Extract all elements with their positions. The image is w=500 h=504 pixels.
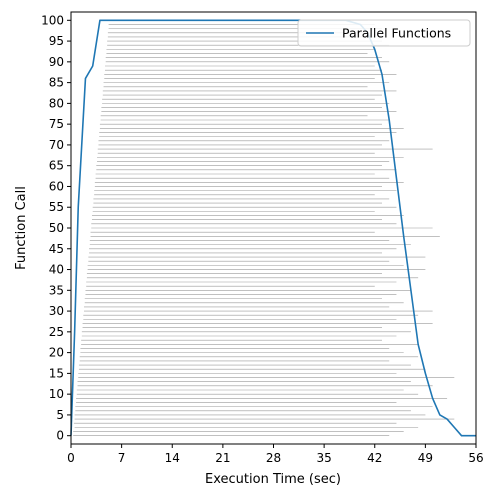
y-tick-label: 5 <box>56 408 64 422</box>
y-tick-label: 10 <box>49 387 64 401</box>
x-tick-label: 35 <box>316 451 331 465</box>
axis-ticks: 0 7 14 21 28 35 42 49 56 0 5 10 15 20 25 30 35 40 45 50 55 60… <box>41 13 484 465</box>
y-tick-label: 55 <box>49 200 64 214</box>
y-tick-label: 95 <box>49 34 64 48</box>
x-tick-label: 21 <box>215 451 230 465</box>
y-tick-label: 40 <box>49 263 64 277</box>
y-tick-label: 75 <box>49 117 64 131</box>
y-tick-label: 85 <box>49 76 64 90</box>
x-tick-label: 56 <box>468 451 483 465</box>
y-tick-label: 70 <box>49 138 64 152</box>
y-tick-label: 30 <box>49 304 64 318</box>
legend: Parallel Functions <box>297 19 471 47</box>
y-tick-label: 100 <box>41 13 64 27</box>
function-call-spans <box>73 20 455 436</box>
y-tick-label: 65 <box>49 159 64 173</box>
y-tick-label: 35 <box>49 283 64 297</box>
y-axis-label: Function Call <box>14 186 29 270</box>
x-tick-label: 7 <box>118 451 126 465</box>
y-tick-label: 0 <box>56 429 64 443</box>
y-tick-label: 15 <box>49 366 64 380</box>
y-tick-label: 25 <box>49 325 64 339</box>
y-tick-label: 90 <box>49 55 64 69</box>
y-tick-label: 20 <box>49 346 64 360</box>
x-tick-label: 28 <box>266 451 281 465</box>
y-tick-label: 45 <box>49 242 64 256</box>
legend-box <box>297 19 471 47</box>
y-tick-label: 60 <box>49 179 64 193</box>
x-tick-label: 14 <box>165 451 180 465</box>
series-lines <box>70 19 476 437</box>
x-tick-label: 42 <box>367 451 382 465</box>
y-tick-label: 50 <box>49 221 64 235</box>
legend-label: Parallel Functions <box>342 26 451 41</box>
x-tick-label: 49 <box>418 451 433 465</box>
series-line <box>70 19 476 437</box>
x-tick-label: 0 <box>67 451 75 465</box>
y-tick-label: 80 <box>49 96 64 110</box>
x-axis-label: Execution Time (sec) <box>205 472 341 487</box>
